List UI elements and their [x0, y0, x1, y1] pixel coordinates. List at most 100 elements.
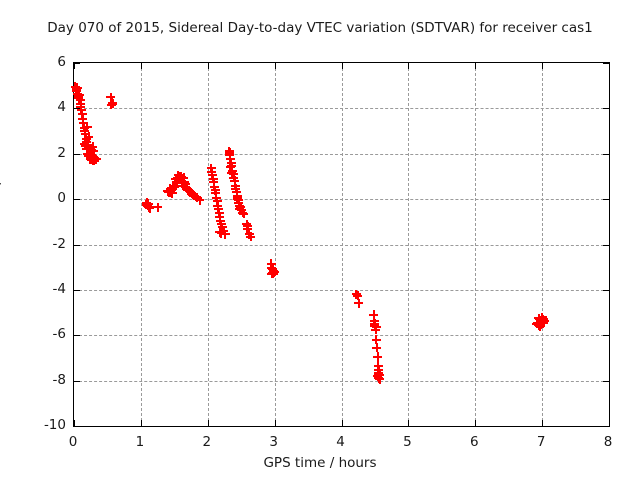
- tick-mark-y: [74, 335, 80, 337]
- tick-mark-y-right: [603, 108, 609, 110]
- scatter-point: [85, 144, 95, 154]
- scatter-point: [235, 204, 245, 214]
- tick-mark-x: [140, 420, 142, 426]
- scatter-point: [535, 316, 545, 325]
- scatter-point: [532, 318, 542, 328]
- scatter-point: [226, 158, 236, 168]
- scatter-point: [164, 187, 174, 197]
- scatter-point: [179, 177, 189, 187]
- tick-mark-x-top: [140, 63, 142, 69]
- scatter-point: [83, 142, 93, 152]
- x-tick-label: 5: [403, 434, 412, 450]
- scatter-point: [185, 187, 195, 197]
- scatter-point: [86, 155, 96, 165]
- scatter-point: [107, 98, 117, 108]
- scatter-point: [369, 316, 379, 325]
- scatter-point: [153, 202, 163, 212]
- scatter-point: [532, 319, 542, 329]
- tick-mark-y-right: [603, 380, 609, 382]
- scatter-point: [72, 86, 82, 96]
- scatter-point: [230, 181, 240, 190]
- gridline-vertical: [475, 63, 477, 426]
- tick-mark-x: [341, 420, 343, 426]
- scatter-point: [88, 155, 98, 165]
- scatter-point: [173, 173, 183, 183]
- scatter-point: [176, 172, 186, 182]
- scatter-point: [211, 193, 221, 203]
- scatter-point: [234, 201, 244, 211]
- scatter-point: [84, 144, 94, 154]
- scatter-point: [369, 310, 379, 320]
- scatter-point: [244, 229, 254, 239]
- gridline-vertical: [408, 63, 410, 426]
- scatter-point: [225, 148, 235, 158]
- scatter-point: [163, 186, 173, 196]
- scatter-point: [76, 102, 86, 112]
- scatter-point: [82, 137, 92, 147]
- scatter-point: [371, 322, 381, 332]
- scatter-point: [192, 193, 202, 203]
- scatter-point: [85, 154, 95, 164]
- x-tick-label: 6: [469, 434, 479, 450]
- scatter-point: [209, 177, 219, 187]
- scatter-point: [144, 202, 154, 212]
- scatter-point: [234, 195, 243, 205]
- tick-mark-x-top: [408, 63, 410, 69]
- tick-mark-x-top: [274, 63, 276, 69]
- scatter-point: [217, 222, 227, 232]
- scatter-point: [85, 148, 95, 158]
- scatter-point: [180, 179, 190, 189]
- scatter-point: [214, 208, 224, 218]
- scatter-point: [82, 144, 92, 154]
- scatter-point: [188, 190, 198, 200]
- scatter-point: [371, 335, 381, 345]
- scatter-point: [89, 156, 99, 166]
- y-tick-label: -2: [52, 235, 66, 252]
- scatter-point: [172, 177, 182, 187]
- scatter-point: [141, 200, 151, 210]
- scatter-point: [246, 232, 256, 242]
- scatter-point: [539, 316, 549, 325]
- gridline-vertical: [140, 63, 142, 426]
- scatter-point: [373, 352, 383, 362]
- scatter-point: [76, 105, 86, 114]
- scatter-point: [77, 109, 87, 119]
- tick-mark-y-right: [603, 426, 609, 427]
- scatter-point: [86, 150, 96, 160]
- tick-mark-x-top: [609, 63, 610, 69]
- scatter-point: [236, 205, 246, 215]
- scatter-point: [74, 93, 84, 103]
- scatter-point: [238, 208, 248, 218]
- scatter-point: [268, 268, 278, 278]
- scatter-point: [80, 141, 90, 151]
- tick-mark-y-right: [603, 199, 609, 201]
- scatter-point: [87, 151, 97, 161]
- tick-mark-y-right: [603, 153, 609, 155]
- scatter-point: [184, 186, 194, 196]
- scatter-point: [230, 176, 239, 186]
- scatter-point: [82, 140, 92, 150]
- tick-mark-y-right: [603, 289, 609, 291]
- scatter-point: [209, 182, 219, 192]
- scatter-point: [165, 184, 175, 194]
- scatter-point: [372, 343, 382, 353]
- scatter-point: [81, 134, 91, 144]
- scatter-point: [106, 92, 116, 102]
- y-tick-label: -8: [52, 371, 66, 388]
- scatter-point: [177, 178, 187, 188]
- tick-mark-y: [74, 244, 80, 246]
- tick-mark-x-top: [74, 63, 75, 69]
- scatter-point: [174, 175, 184, 185]
- scatter-point: [225, 150, 235, 160]
- scatter-point: [78, 114, 88, 124]
- tick-mark-x: [274, 420, 276, 426]
- scatter-point: [169, 182, 179, 192]
- scatter-point: [171, 181, 181, 190]
- scatter-point: [175, 173, 185, 183]
- scatter-point: [227, 166, 237, 176]
- scatter-point: [228, 169, 238, 179]
- scatter-point: [213, 201, 223, 211]
- tick-mark-y: [74, 108, 80, 110]
- scatter-point: [536, 319, 546, 329]
- scatter-point: [374, 369, 384, 379]
